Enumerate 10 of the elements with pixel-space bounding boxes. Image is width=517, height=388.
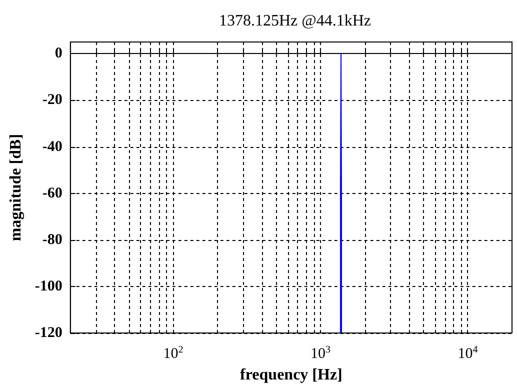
y-tick-label: -20: [42, 92, 62, 108]
x-axis-title: frequency [Hz]: [240, 366, 342, 384]
y-tick-label: -100: [34, 278, 62, 294]
y-tick-label: -40: [42, 138, 62, 155]
y-axis-title: magnitude [dB]: [8, 134, 24, 242]
chart-title: 1378.125Hz @44.1kHz: [218, 12, 372, 30]
y-tick-label: -60: [42, 185, 62, 202]
y-tick-label: 0: [54, 46, 62, 62]
y-tick-label: -120: [34, 325, 62, 341]
y-tick-label: -80: [42, 232, 62, 248]
